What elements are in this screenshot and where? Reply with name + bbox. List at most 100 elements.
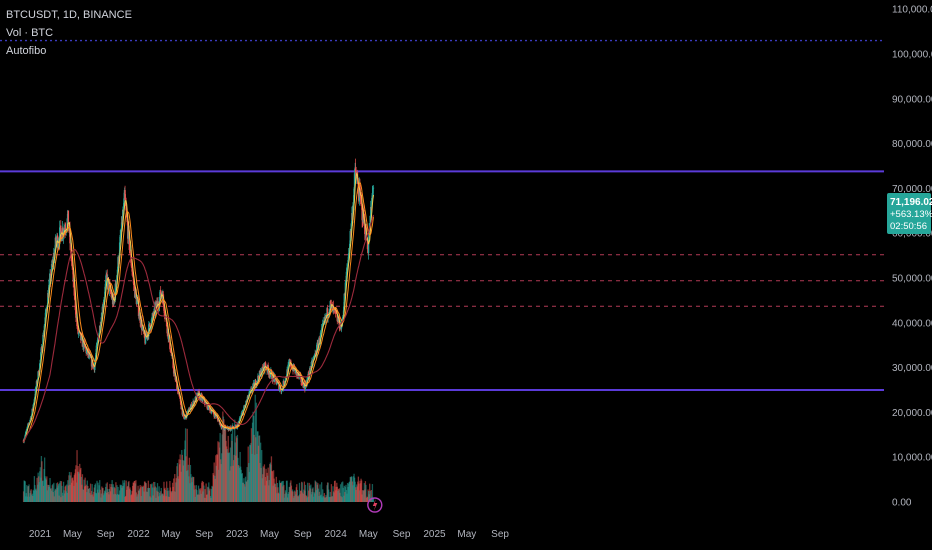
candle-body bbox=[195, 394, 198, 402]
candle-body bbox=[122, 210, 124, 225]
candle-body bbox=[125, 205, 127, 211]
volume-bar bbox=[140, 487, 142, 502]
candle-body bbox=[235, 425, 237, 427]
y-axis-tick-label: 50,000.00 bbox=[892, 274, 932, 285]
candle-body bbox=[341, 317, 344, 323]
x-axis-tick-label: 2021 bbox=[29, 529, 52, 540]
volume-bar bbox=[231, 423, 234, 502]
candle-body bbox=[115, 283, 118, 287]
volume-bar bbox=[263, 464, 266, 502]
candle-body bbox=[217, 418, 219, 422]
candle-body bbox=[80, 335, 83, 340]
volume-bar bbox=[340, 482, 343, 502]
y-axis-tick-label: 70,000.00 bbox=[892, 184, 932, 195]
candle-body bbox=[44, 309, 47, 318]
volume-bar bbox=[342, 487, 344, 502]
candle-body bbox=[183, 413, 185, 419]
volume-bar bbox=[28, 484, 30, 502]
candle-body bbox=[172, 358, 174, 368]
candle-body bbox=[66, 218, 68, 229]
candle-body bbox=[313, 356, 315, 359]
candle-body bbox=[107, 277, 109, 286]
volume-bar bbox=[209, 488, 211, 502]
candle-body bbox=[320, 332, 322, 334]
candle-body bbox=[252, 383, 254, 388]
x-axis-tick-label: 2024 bbox=[325, 529, 348, 540]
bar-countdown-timer: 02:50:56 bbox=[890, 221, 927, 232]
candle-body bbox=[357, 183, 360, 194]
candle-body bbox=[73, 279, 75, 296]
candle-body bbox=[178, 393, 180, 395]
candle-body bbox=[89, 354, 92, 358]
candle-body bbox=[276, 381, 279, 384]
candle-body bbox=[190, 404, 193, 410]
candle-body bbox=[249, 391, 251, 393]
symbol-title[interactable]: BTCUSDT, 1D, BINANCE bbox=[6, 9, 132, 21]
x-axis-tick-label: 2022 bbox=[127, 529, 150, 540]
candle-body bbox=[27, 424, 29, 427]
candle-body bbox=[210, 411, 213, 413]
candle-body bbox=[270, 370, 272, 375]
candle-body bbox=[245, 400, 247, 406]
volume-bar bbox=[321, 482, 323, 502]
y-axis-tick-label: 0.00 bbox=[892, 498, 912, 509]
candle-body bbox=[201, 395, 203, 401]
candle-body bbox=[150, 327, 152, 330]
volume-bar bbox=[53, 482, 55, 502]
y-axis-tick-label: 20,000.00 bbox=[892, 408, 932, 419]
candle-body bbox=[133, 285, 135, 287]
volume-bar bbox=[197, 485, 200, 502]
volume-indicator-label[interactable]: Vol · BTC bbox=[6, 27, 54, 39]
candle-body bbox=[360, 198, 362, 200]
candle-body bbox=[370, 207, 372, 216]
volume-bar bbox=[167, 487, 169, 502]
candle-body bbox=[77, 327, 79, 334]
candle-body bbox=[280, 389, 283, 393]
y-axis-tick-label: 90,000.00 bbox=[892, 94, 932, 105]
candle-body bbox=[257, 375, 260, 379]
candle-body bbox=[124, 199, 127, 206]
volume-bar bbox=[204, 489, 206, 502]
candle-body bbox=[350, 223, 353, 235]
candle-body bbox=[174, 372, 176, 380]
candle-body bbox=[116, 269, 119, 276]
candle-body bbox=[202, 398, 204, 401]
volume-bar bbox=[102, 487, 104, 502]
volume-bar bbox=[328, 489, 330, 502]
candle-body bbox=[152, 313, 154, 316]
volume-bar bbox=[186, 428, 188, 502]
autofibo-indicator-label[interactable]: Autofibo bbox=[6, 45, 47, 57]
volume-bar bbox=[261, 450, 263, 502]
candle-body bbox=[93, 365, 95, 368]
volume-bar bbox=[105, 483, 107, 502]
candle-body bbox=[366, 240, 369, 250]
candle-body bbox=[349, 230, 351, 244]
candle-body bbox=[249, 389, 252, 392]
candle-body bbox=[303, 382, 305, 388]
candle-body bbox=[208, 404, 210, 410]
candle-body bbox=[159, 290, 162, 297]
volume-bar bbox=[286, 480, 288, 502]
x-axis-tick-label: Sep bbox=[294, 529, 312, 540]
candle-body bbox=[305, 383, 307, 386]
candle-body bbox=[163, 302, 165, 311]
candle-body bbox=[132, 277, 135, 286]
candle-body bbox=[310, 361, 313, 370]
x-axis-tick-label: 2023 bbox=[226, 529, 249, 540]
candle-body bbox=[346, 268, 348, 272]
candle-body bbox=[120, 234, 122, 236]
candle-body bbox=[34, 396, 36, 400]
volume-bar bbox=[94, 483, 97, 502]
candle-body bbox=[84, 347, 87, 349]
y-axis-tick-label: 100,000.00 bbox=[892, 50, 932, 61]
candle-body bbox=[29, 420, 31, 423]
candle-body bbox=[327, 315, 330, 317]
candle-body bbox=[72, 268, 74, 282]
candle-body bbox=[55, 237, 57, 244]
candle-body bbox=[261, 366, 263, 374]
candle-body bbox=[149, 323, 151, 327]
candle-body bbox=[69, 227, 71, 244]
candle-body bbox=[71, 265, 74, 269]
